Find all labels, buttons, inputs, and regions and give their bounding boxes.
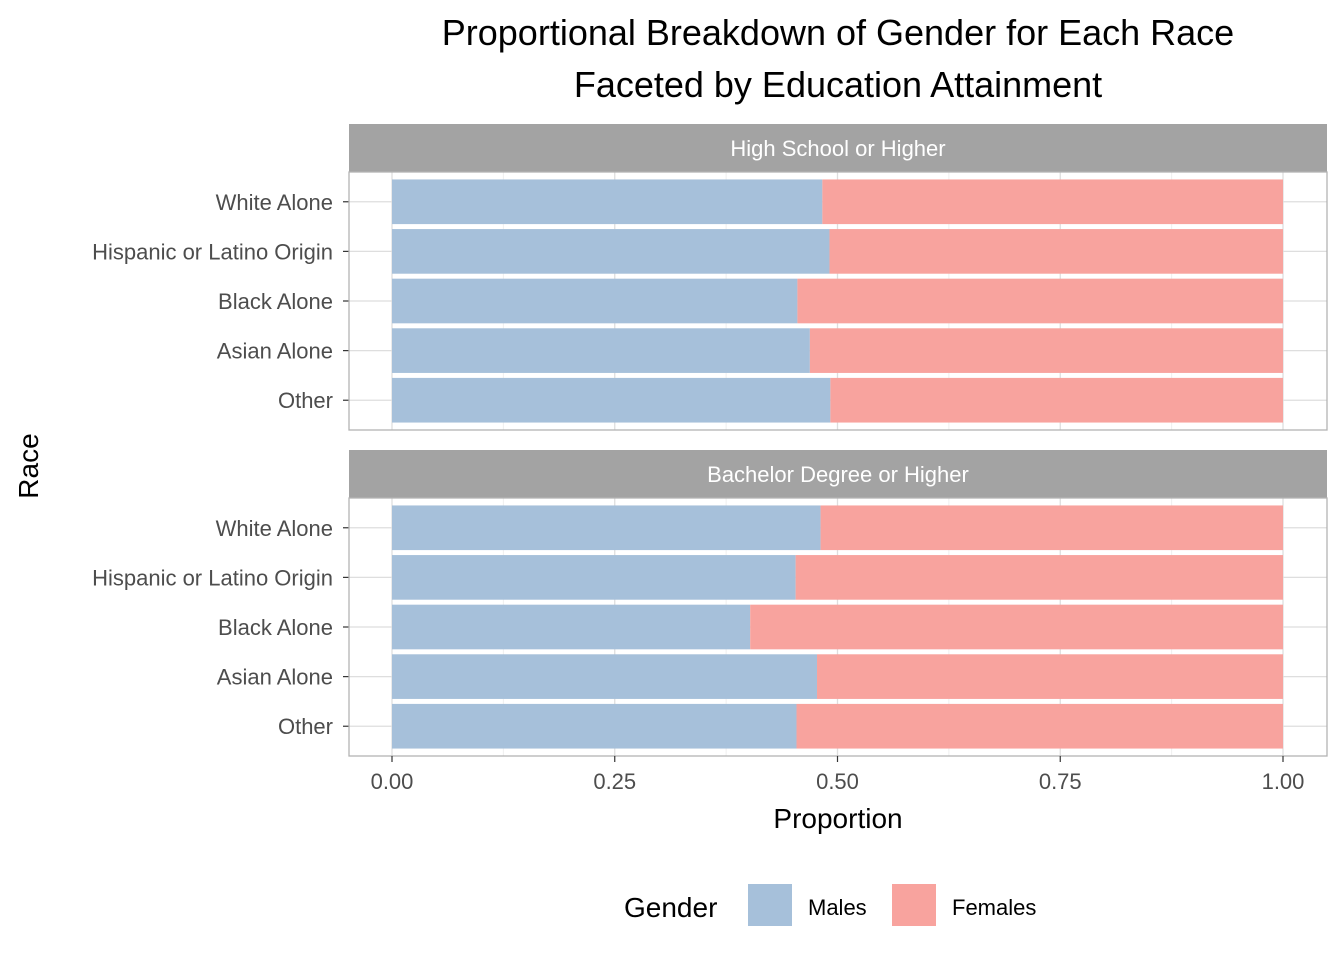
y-tick-label: Asian Alone <box>217 339 333 364</box>
x-axis: 0.00 0.25 0.50 0.75 1.00 <box>371 756 1305 794</box>
bar-females-white-alone <box>820 505 1283 551</box>
x-tick-label: 1.00 <box>1262 769 1305 794</box>
bar-males-other <box>392 703 797 749</box>
facet-strip <box>349 450 1327 498</box>
y-tick-label: White Alone <box>216 516 333 541</box>
bar-females-hispanic-or-latino-origin <box>829 229 1283 274</box>
bar-males-asian-alone <box>392 328 810 373</box>
y-tick-label: Hispanic or Latino Origin <box>92 239 333 264</box>
legend-key-females <box>892 884 936 926</box>
chart-title-line-1: Proportional Breakdown of Gender for Eac… <box>442 12 1234 53</box>
legend: Gender Males Females <box>624 884 1036 926</box>
y-axis-title: Race <box>13 433 44 498</box>
bar-males-white-alone <box>392 505 821 551</box>
bar-females-white-alone <box>822 179 1283 225</box>
x-tick-label: 0.75 <box>1039 769 1082 794</box>
panel-border <box>348 171 1328 431</box>
facet-panel-2: Bachelor Degree or Higher White Alone Hisp… <box>92 450 1328 757</box>
bar-females-asian-alone <box>809 328 1283 373</box>
legend-key-males <box>748 884 792 926</box>
legend-label-males: Males <box>808 895 867 920</box>
bar-females-other <box>830 377 1283 423</box>
chart-title-line-2: Faceted by Education Attainment <box>574 64 1102 105</box>
facet-strip <box>349 124 1327 172</box>
facet-panel-1: High School or Higher White Alone Hispanic… <box>92 124 1328 431</box>
y-tick-label: Asian Alone <box>217 665 333 690</box>
y-tick-label: Hispanic or Latino Origin <box>92 565 333 590</box>
bar-females-other <box>796 703 1283 749</box>
y-tick-label: Black Alone <box>218 289 333 314</box>
bar-males-other <box>392 377 831 423</box>
y-tick-label: Black Alone <box>218 615 333 640</box>
legend-label-females: Females <box>952 895 1036 920</box>
x-tick-label: 0.50 <box>816 769 859 794</box>
facet-strip-label: Bachelor Degree or Higher <box>707 462 969 487</box>
bar-females-asian-alone <box>817 654 1283 699</box>
bar-females-hispanic-or-latino-origin <box>795 555 1283 600</box>
x-axis-title: Proportion <box>773 803 902 834</box>
y-tick-label: Other <box>278 388 333 413</box>
y-tick-label: Other <box>278 714 333 739</box>
bar-males-white-alone <box>392 179 823 225</box>
legend-title: Gender <box>624 892 717 923</box>
bar-females-black-alone <box>750 604 1283 650</box>
facet-panels: High School or Higher White Alone Hispanic… <box>92 124 1328 757</box>
bar-males-hispanic-or-latino-origin <box>392 229 830 274</box>
bar-females-black-alone <box>797 278 1283 324</box>
bar-males-black-alone <box>392 604 751 650</box>
y-tick-label: White Alone <box>216 190 333 215</box>
facet-strip-label: High School or Higher <box>730 136 945 161</box>
bar-males-black-alone <box>392 278 798 324</box>
x-tick-label: 0.00 <box>371 769 414 794</box>
bar-males-asian-alone <box>392 654 818 699</box>
x-tick-label: 0.25 <box>593 769 636 794</box>
bar-males-hispanic-or-latino-origin <box>392 555 796 600</box>
